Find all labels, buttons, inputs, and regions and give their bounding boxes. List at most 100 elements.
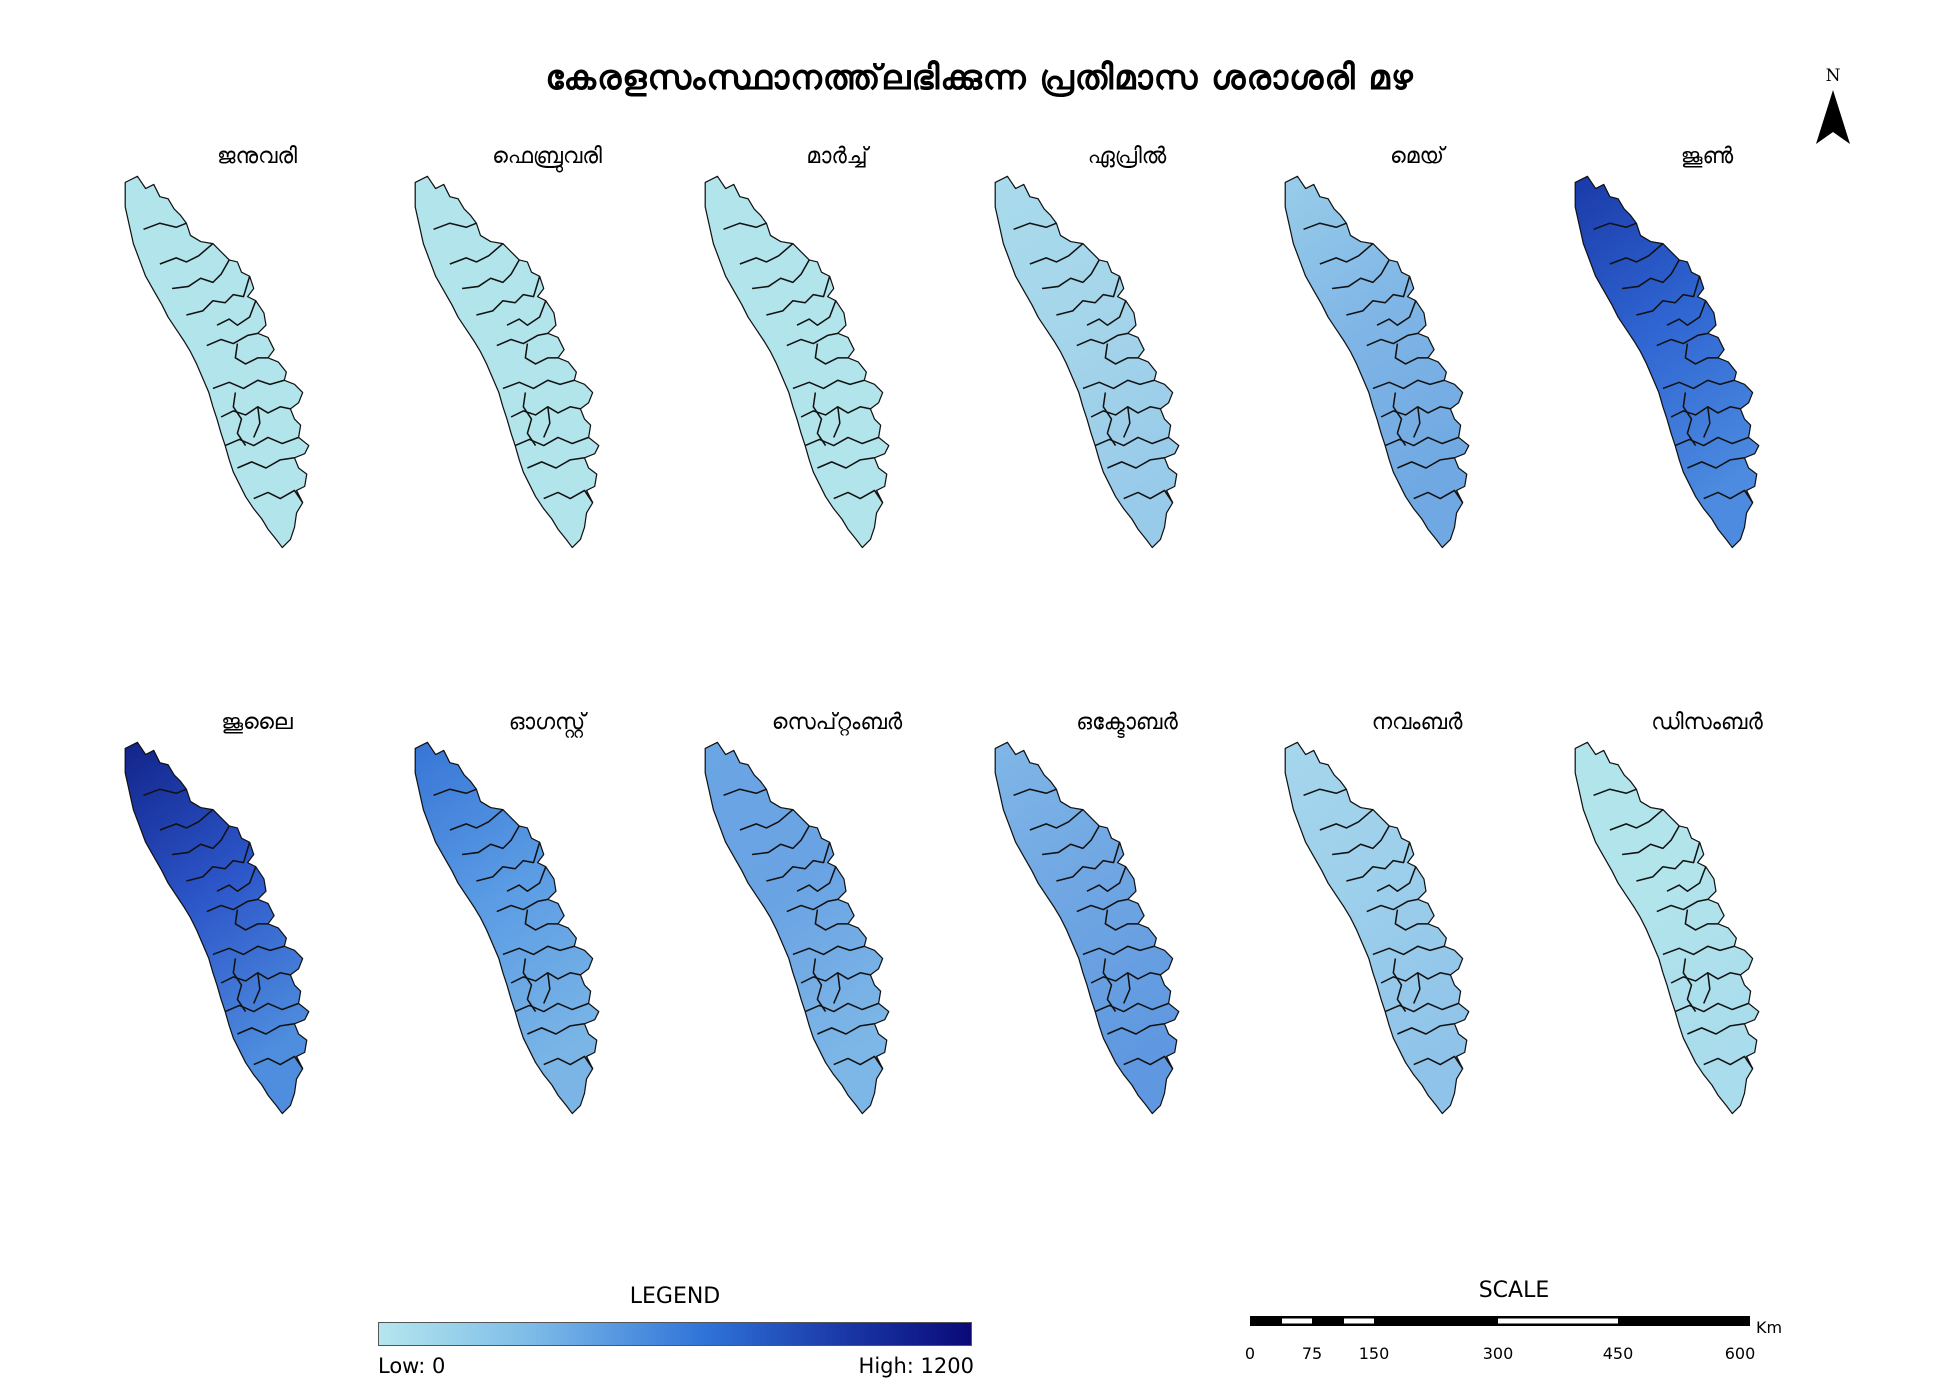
district-boundary bbox=[1666, 866, 1707, 892]
kerala-district-map bbox=[1574, 175, 1760, 549]
district-boundary bbox=[253, 406, 261, 438]
district-boundary bbox=[1094, 1002, 1169, 1013]
district-boundary bbox=[543, 1055, 594, 1070]
district-boundary bbox=[1662, 945, 1735, 956]
legend: LEGEND Low: 0 High: 1200 bbox=[370, 1270, 980, 1380]
district-boundary bbox=[462, 825, 520, 856]
district-boundary bbox=[1636, 276, 1701, 316]
kerala-district-map bbox=[414, 175, 600, 549]
district-boundary bbox=[234, 343, 268, 365]
kerala-state-shape bbox=[414, 175, 600, 549]
district-boundary bbox=[1372, 379, 1445, 390]
district-boundary bbox=[449, 243, 504, 265]
district-boundary bbox=[1703, 1055, 1754, 1070]
month-label: സെപ്റ്റംബർ bbox=[771, 710, 903, 735]
district-boundary bbox=[1303, 788, 1347, 797]
district-boundary bbox=[1366, 332, 1418, 347]
district-boundary bbox=[527, 457, 585, 469]
district-boundary bbox=[1413, 972, 1421, 1004]
district-boundary bbox=[833, 972, 841, 1004]
scale-unit: Km bbox=[1756, 1318, 1783, 1337]
scale-tick-450: 450 bbox=[1602, 1344, 1634, 1363]
legend-color-ramp bbox=[378, 1322, 972, 1346]
district-boundary bbox=[220, 406, 291, 418]
month-panel: ജൂലൈ bbox=[107, 710, 407, 1230]
page-title: കേരളസംസ്ഥാനത്ത്‌ലഭിക്കുന്ന പ്രതിമാസ ശരാശ… bbox=[545, 58, 1414, 98]
district-boundary bbox=[172, 825, 230, 856]
district-boundary bbox=[1687, 457, 1745, 469]
district-boundary bbox=[1656, 898, 1708, 913]
district-boundary bbox=[1662, 379, 1735, 390]
north-arrow-icon bbox=[1816, 90, 1850, 144]
district-boundary bbox=[1056, 842, 1121, 882]
district-boundary bbox=[1413, 406, 1421, 438]
district-boundary bbox=[1394, 343, 1428, 365]
district-boundary bbox=[1013, 788, 1057, 797]
district-boundary bbox=[1042, 825, 1100, 856]
district-boundary bbox=[796, 300, 837, 326]
district-boundary bbox=[1609, 809, 1664, 831]
district-boundary bbox=[496, 332, 548, 347]
district-boundary bbox=[234, 909, 268, 931]
district-boundary bbox=[723, 788, 767, 797]
kerala-district-map bbox=[1284, 741, 1470, 1115]
district-boundary bbox=[496, 898, 548, 913]
district-boundary bbox=[833, 489, 884, 504]
kerala-state-shape bbox=[1574, 741, 1760, 1115]
district-boundary bbox=[1107, 1023, 1165, 1035]
district-boundary bbox=[1082, 945, 1155, 956]
north-arrow: N bbox=[1808, 66, 1858, 156]
district-boundary bbox=[800, 972, 871, 984]
month-label: ജനുവരി bbox=[216, 144, 298, 169]
month-label: ഓഗസ്റ്റ് bbox=[508, 710, 586, 735]
district-boundary bbox=[1123, 972, 1131, 1004]
district-boundary bbox=[723, 222, 767, 231]
district-boundary bbox=[817, 457, 875, 469]
district-boundary bbox=[212, 379, 285, 390]
month-label: ഡിസംബർ bbox=[1651, 710, 1763, 735]
district-boundary bbox=[1107, 457, 1165, 469]
district-boundary bbox=[510, 406, 581, 418]
district-boundary bbox=[1384, 436, 1459, 447]
district-boundary bbox=[216, 866, 257, 892]
district-boundary bbox=[1013, 222, 1057, 231]
district-boundary bbox=[1703, 972, 1711, 1004]
month-label: നവംബർ bbox=[1371, 710, 1463, 735]
district-boundary bbox=[506, 300, 547, 326]
district-boundary bbox=[1029, 809, 1084, 831]
district-boundary bbox=[766, 842, 831, 882]
legend-low-label: Low: 0 bbox=[378, 1354, 446, 1378]
district-boundary bbox=[792, 379, 865, 390]
district-boundary bbox=[1042, 259, 1100, 290]
kerala-state-shape bbox=[124, 175, 310, 549]
kerala-state-shape bbox=[704, 175, 890, 549]
district-boundary bbox=[1593, 788, 1637, 797]
kerala-district-map bbox=[124, 175, 310, 549]
district-boundary bbox=[237, 457, 295, 469]
district-boundary bbox=[143, 788, 187, 797]
district-boundary bbox=[786, 332, 838, 347]
district-boundary bbox=[543, 972, 551, 1004]
district-boundary bbox=[524, 343, 558, 365]
district-boundary bbox=[1346, 842, 1411, 882]
district-boundary bbox=[1102, 392, 1117, 446]
scale-tick-300: 300 bbox=[1482, 1344, 1514, 1363]
district-boundary bbox=[186, 276, 251, 316]
district-boundary bbox=[752, 259, 810, 290]
district-boundary bbox=[502, 379, 575, 390]
district-boundary bbox=[766, 276, 831, 316]
district-boundary bbox=[1413, 1055, 1464, 1070]
district-boundary bbox=[1376, 300, 1417, 326]
district-boundary bbox=[752, 825, 810, 856]
month-label: ജൂലൈ bbox=[221, 710, 293, 735]
kerala-district-map bbox=[124, 741, 310, 1115]
district-boundary bbox=[1056, 276, 1121, 316]
district-boundary bbox=[1319, 243, 1374, 265]
district-boundary bbox=[232, 392, 247, 446]
district-boundary bbox=[159, 243, 214, 265]
district-boundary bbox=[1684, 909, 1718, 931]
kerala-district-map bbox=[414, 741, 600, 1115]
month-panel: ഓഗസ്റ്റ് bbox=[397, 710, 697, 1230]
district-boundary bbox=[1684, 343, 1718, 365]
district-boundary bbox=[224, 1002, 299, 1013]
